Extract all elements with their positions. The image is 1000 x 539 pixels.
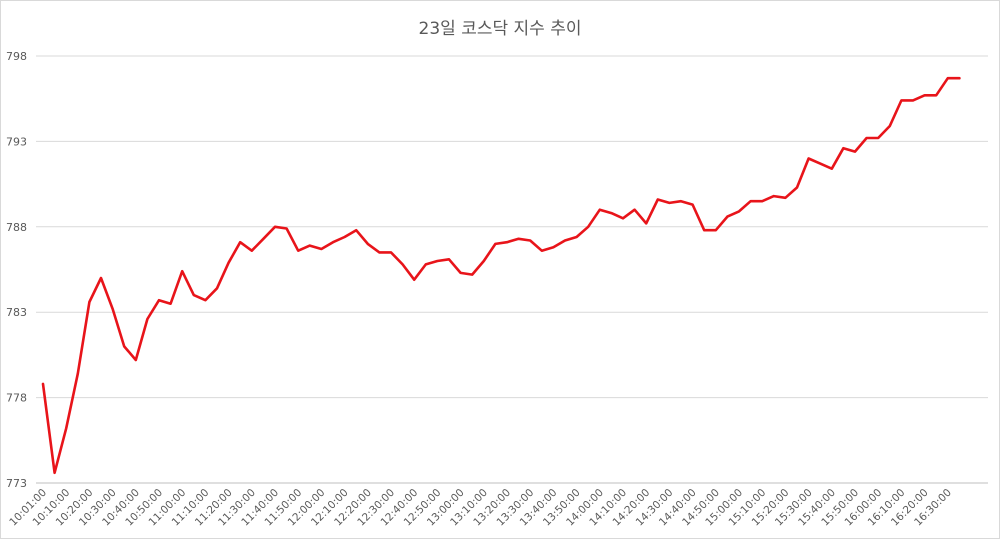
- series-layer: [41, 76, 961, 475]
- y-tick-label: 793: [6, 135, 27, 148]
- series-line: [41, 76, 961, 475]
- y-tick-label: 798: [6, 50, 27, 63]
- y-tick-label: 788: [6, 221, 27, 234]
- x-axis-tick-labels: 10:01:0010:10:0010:20:0010:30:0010:40:00…: [7, 487, 954, 529]
- grid-lines: [36, 55, 988, 484]
- y-axis-tick-labels: 773 778 783 788 793 798: [6, 50, 27, 490]
- y-tick-label: 783: [6, 306, 27, 319]
- chart-title: 23일 코스닥 지수 추이: [418, 19, 582, 39]
- y-tick-label: 778: [6, 392, 27, 405]
- y-tick-label: 773: [6, 477, 27, 490]
